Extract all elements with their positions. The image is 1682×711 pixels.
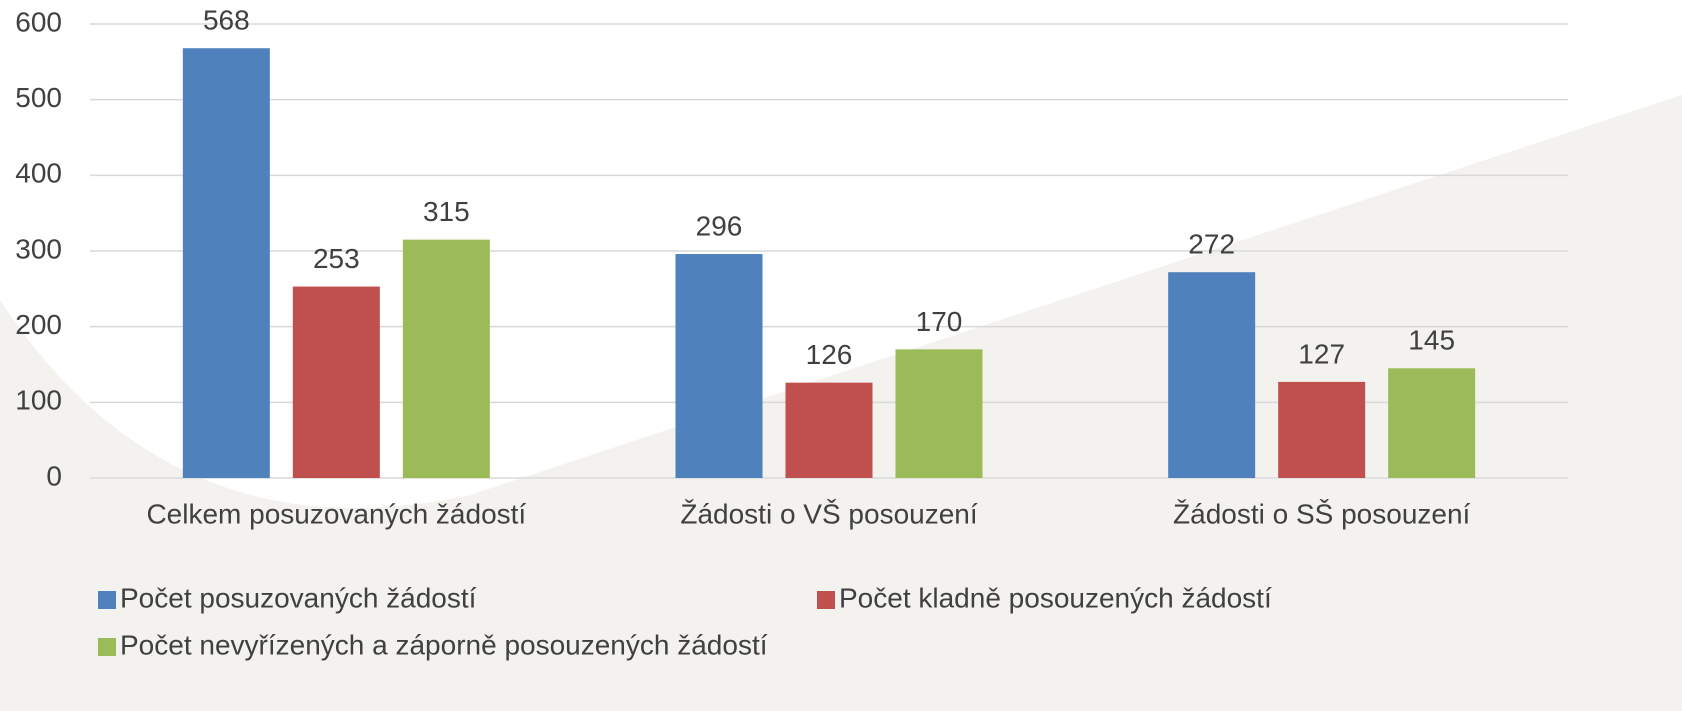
y-tick-label: 0 bbox=[46, 460, 62, 491]
y-tick-label: 500 bbox=[15, 82, 62, 113]
value-label: 315 bbox=[423, 196, 470, 227]
bar bbox=[1278, 381, 1366, 478]
bar bbox=[182, 48, 270, 479]
value-label: 127 bbox=[1298, 338, 1345, 369]
legend-label: Počet nevyřízených a záporně posouzených… bbox=[120, 629, 768, 660]
legend-label: Počet kladně posouzených žádostí bbox=[839, 582, 1272, 613]
y-tick-label: 400 bbox=[15, 158, 62, 189]
bar bbox=[675, 254, 763, 478]
value-label: 272 bbox=[1188, 229, 1235, 260]
x-tick-label: Žádosti o VŠ posouzení bbox=[680, 498, 978, 529]
y-tick-label: 300 bbox=[15, 233, 62, 264]
value-label: 568 bbox=[203, 5, 250, 36]
bar bbox=[1388, 368, 1476, 478]
bar bbox=[402, 239, 490, 478]
legend-swatch bbox=[98, 638, 116, 656]
value-label: 296 bbox=[696, 210, 743, 241]
value-label: 145 bbox=[1408, 325, 1455, 356]
bar bbox=[895, 349, 983, 478]
x-tick-label: Žádosti o SŠ posouzení bbox=[1173, 498, 1471, 529]
value-label: 253 bbox=[313, 243, 360, 274]
legend-swatch bbox=[98, 591, 116, 609]
legend-swatch bbox=[817, 591, 835, 609]
y-tick-label: 600 bbox=[15, 6, 62, 37]
bar bbox=[785, 382, 873, 478]
y-tick-label: 200 bbox=[15, 309, 62, 340]
legend-label: Počet posuzovaných žádostí bbox=[120, 582, 477, 613]
bar bbox=[292, 286, 380, 478]
value-label: 170 bbox=[916, 306, 963, 337]
y-tick-label: 100 bbox=[15, 385, 62, 416]
value-label: 126 bbox=[806, 339, 853, 370]
x-tick-label: Celkem posuzovaných žádostí bbox=[146, 498, 526, 529]
bar bbox=[1168, 272, 1256, 478]
